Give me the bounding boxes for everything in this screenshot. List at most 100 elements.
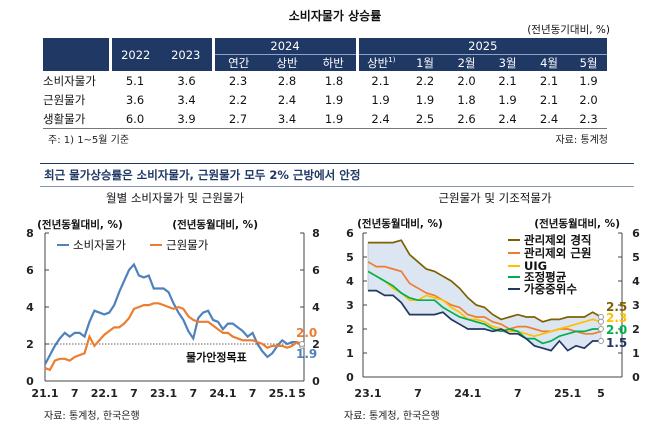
x-tick-label: 21.1 [31, 387, 58, 400]
header-2025: 2025 [355, 38, 608, 55]
y-tick-left: 1 [346, 347, 354, 360]
y-tick-right: 6 [632, 227, 640, 240]
y-tick-left: 0 [346, 371, 354, 384]
table-cell: 5.1 [125, 73, 145, 88]
y-tick-right: 1 [632, 347, 640, 360]
x-tick-label: 25.1 [554, 387, 581, 400]
x-tick-label: 24.1 [454, 387, 481, 400]
y-tick-right: 2 [312, 338, 320, 351]
chart-title: 월별 소비자물가 및 근원물가 [106, 191, 244, 205]
table-cell: 3.9 [160, 109, 213, 129]
header-2025-h1: 상반1) [355, 54, 405, 71]
legend-label: UIG [524, 259, 547, 273]
table-row: 근원물가 3.6 3.4 2.2 2.4 1.9 1.9 1.9 1.8 1.9 2.1 2.0 [43, 90, 607, 109]
table-cell: 2.6 [446, 109, 488, 129]
table-cell: 3.4 [177, 92, 196, 107]
x-tick-label: 7 [414, 387, 422, 400]
table-cell: 1.9 [311, 109, 358, 129]
row-label: 근원물가 [43, 92, 86, 107]
chart-source: 자료: 통계청, 한국은행 [44, 410, 140, 422]
table-cell: 1.9 [579, 73, 598, 88]
y-tick-left: 2 [346, 323, 354, 336]
x-tick-label: 22.1 [91, 387, 118, 400]
series-line [44, 262, 303, 365]
table-cell: 2.5 [404, 109, 447, 129]
table-cell: 3.6 [125, 92, 145, 107]
table-row: 소비자물가 5.1 3.6 2.3 2.8 1.8 2.1 2.2 2.0 2.1 2.1 1.9 [43, 71, 607, 90]
header-2022: 2022 [108, 38, 160, 71]
table-cell: 1.8 [324, 73, 344, 88]
y-tick-right: 8 [312, 227, 320, 240]
table-cell: 2.1 [539, 73, 559, 88]
table-cell: 2.1 [498, 73, 517, 88]
y-tick-right: 0 [312, 375, 320, 388]
series-line [44, 302, 303, 372]
y-tick-left: 6 [26, 264, 34, 277]
y-tick-right: 6 [312, 264, 320, 277]
header-2025-jan: 1월 [404, 54, 447, 71]
row-label: 소비자물가 [43, 73, 96, 88]
table-cell: 2.2 [415, 73, 435, 88]
y-tick-right: 5 [632, 251, 640, 264]
chart-title: 근원물가 및 기조적물가 [438, 191, 552, 205]
y-tick-right: 0 [632, 371, 640, 384]
table-cell: 1.8 [457, 92, 476, 107]
right-axis-unit: (전년동월대비, %) [534, 217, 620, 230]
header-2023: 2023 [160, 38, 213, 71]
end-point-marker [299, 341, 305, 347]
y-tick-right: 2 [632, 323, 640, 336]
right-axis-unit: (전년동월대비, %) [172, 218, 258, 231]
header-blank [43, 38, 110, 71]
legend-label: 가중중위수 [524, 282, 577, 296]
x-tick-label: 7 [249, 387, 257, 400]
section-heading: 최근 물가상승률은 소비자물가, 근원물가 모두 2% 근방에서 안정 [44, 168, 361, 182]
table-cell: 1.9 [498, 92, 517, 107]
table-cell: 3.6 [177, 73, 196, 88]
table-cell: 2.0 [579, 92, 598, 107]
header-2024-h1: 상반 [263, 54, 311, 71]
table-cell: 2.4 [487, 109, 529, 129]
table-cell: 1.9 [415, 92, 435, 107]
header-2024: 2024 [211, 38, 358, 55]
legend-label: 조정평균 [524, 270, 567, 284]
x-tick-label: 7 [130, 387, 138, 400]
y-tick-left: 4 [346, 275, 354, 288]
y-tick-left: 8 [26, 227, 34, 240]
table-cell: 2.7 [213, 109, 263, 129]
series-line [367, 270, 602, 338]
left-axis-unit: (전년동월대비, %) [37, 218, 123, 231]
table-cell: 1.9 [371, 92, 390, 107]
end-point-marker [598, 326, 604, 332]
cpi-table: 2022 2023 2024 2025 연간 상반 하반 상반1) 1월 2월 … [43, 38, 608, 129]
divider [40, 186, 634, 187]
target-line-label: 물가안정목표 [186, 350, 247, 364]
legend-label: 관리제외 경직 [524, 233, 591, 247]
y-tick-left: 3 [346, 299, 354, 312]
table-cell: 6.0 [110, 109, 160, 129]
header-2024-h2: 하반 [311, 54, 358, 71]
table-footnote: 주: 1) 1~5월 기준 [48, 135, 130, 146]
table-cell: 1.9 [324, 92, 344, 107]
header-2024-annual: 연간 [211, 54, 263, 71]
left-axis-unit: (전년동월대비, %) [357, 217, 443, 230]
y-tick-right: 4 [632, 275, 640, 288]
end-value-label: 2.0 [296, 326, 317, 340]
header-2025-feb: 2월 [446, 54, 488, 71]
x-tick-label: 25.1 [269, 387, 296, 400]
y-tick-left: 4 [26, 301, 34, 314]
row-label: 생활물가 [43, 109, 110, 129]
y-tick-left: 6 [346, 227, 354, 240]
series-line [368, 289, 601, 352]
legend-label: 관리제외 근원 [524, 246, 591, 260]
legend-label: 근원물가 [166, 238, 209, 252]
y-tick-right: 3 [632, 299, 640, 312]
table-cell: 2.0 [457, 73, 476, 88]
table-cell: 3.4 [263, 109, 311, 129]
table-cell: 2.8 [277, 73, 297, 88]
end-value-label: 1.9 [296, 347, 317, 361]
table-unit: (전년동기대비, %) [527, 24, 610, 36]
x-tick-label: 23.1 [354, 387, 381, 400]
table-cell: 2.4 [277, 92, 297, 107]
